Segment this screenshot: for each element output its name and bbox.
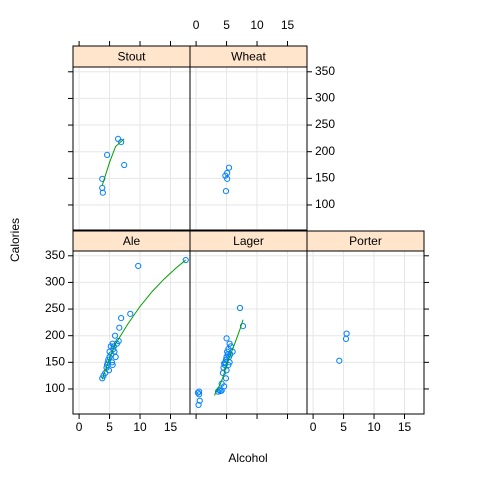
x-tick-label: 5 bbox=[340, 420, 347, 434]
strip-label: Wheat bbox=[231, 50, 266, 64]
smooth-line bbox=[101, 138, 125, 186]
x-tick-label: 5 bbox=[223, 18, 230, 32]
x-tick-label: 10 bbox=[133, 420, 147, 434]
x-tick-label: 15 bbox=[164, 420, 178, 434]
point bbox=[196, 397, 203, 404]
point bbox=[222, 172, 229, 179]
y-tick-label: 350 bbox=[45, 248, 65, 262]
point bbox=[135, 262, 142, 270]
point bbox=[116, 324, 123, 331]
x-tick-label: 5 bbox=[106, 420, 113, 434]
point bbox=[118, 315, 125, 322]
y-tick-label: 100 bbox=[45, 381, 65, 395]
point bbox=[196, 391, 203, 398]
x-tick-label: 0 bbox=[76, 420, 83, 434]
x-axis-label: Alcohol bbox=[228, 451, 267, 465]
x-tick-label: 10 bbox=[367, 420, 381, 434]
point bbox=[223, 367, 230, 374]
y-tick-label: 150 bbox=[45, 355, 65, 369]
point bbox=[222, 188, 230, 195]
point bbox=[112, 353, 119, 361]
point bbox=[221, 383, 228, 390]
y-axis-label: Calories bbox=[8, 218, 22, 262]
strip-label: Ale bbox=[123, 234, 141, 248]
point bbox=[99, 175, 106, 182]
point bbox=[108, 359, 116, 366]
smooth-line bbox=[213, 319, 244, 396]
point bbox=[336, 357, 343, 364]
y-tick-label: 250 bbox=[315, 117, 335, 131]
panel-border bbox=[306, 230, 425, 415]
y-tick-label: 200 bbox=[315, 144, 335, 158]
y-tick-label: 300 bbox=[315, 91, 335, 105]
point bbox=[99, 189, 106, 196]
point bbox=[105, 367, 113, 374]
x-tick-label: 10 bbox=[250, 18, 264, 32]
panel-border bbox=[72, 45, 191, 231]
point bbox=[236, 304, 244, 312]
point bbox=[226, 340, 233, 347]
point bbox=[343, 330, 350, 337]
point bbox=[222, 375, 230, 382]
y-tick-label: 150 bbox=[315, 171, 335, 185]
y-tick-label: 250 bbox=[45, 301, 65, 315]
point bbox=[342, 335, 350, 342]
point bbox=[121, 161, 128, 169]
point bbox=[111, 332, 119, 339]
panel-border bbox=[72, 230, 191, 415]
point bbox=[104, 151, 111, 158]
point bbox=[195, 401, 202, 409]
y-tick-label: 300 bbox=[45, 275, 65, 289]
x-tick-label: 15 bbox=[398, 420, 412, 434]
x-tick-label: 15 bbox=[281, 18, 295, 32]
point bbox=[182, 256, 189, 264]
point bbox=[194, 389, 202, 396]
panel-border bbox=[189, 230, 308, 415]
point bbox=[239, 323, 247, 330]
x-tick-label: 0 bbox=[310, 420, 317, 434]
point bbox=[127, 310, 134, 317]
y-tick-label: 100 bbox=[315, 197, 335, 211]
strip-label: Porter bbox=[349, 234, 382, 248]
strip-label: Lager bbox=[233, 234, 264, 248]
point bbox=[114, 135, 122, 143]
smooth-line bbox=[101, 259, 187, 380]
y-tick-label: 350 bbox=[315, 64, 335, 78]
point bbox=[225, 361, 232, 369]
y-tick-label: 200 bbox=[45, 328, 65, 342]
point bbox=[225, 164, 233, 171]
point bbox=[196, 388, 203, 395]
x-tick-label: 0 bbox=[193, 18, 200, 32]
strip-label: Stout bbox=[117, 50, 146, 64]
point bbox=[224, 175, 231, 182]
point bbox=[223, 335, 230, 342]
panel-border bbox=[189, 45, 308, 231]
point bbox=[109, 361, 116, 369]
point bbox=[118, 139, 125, 146]
